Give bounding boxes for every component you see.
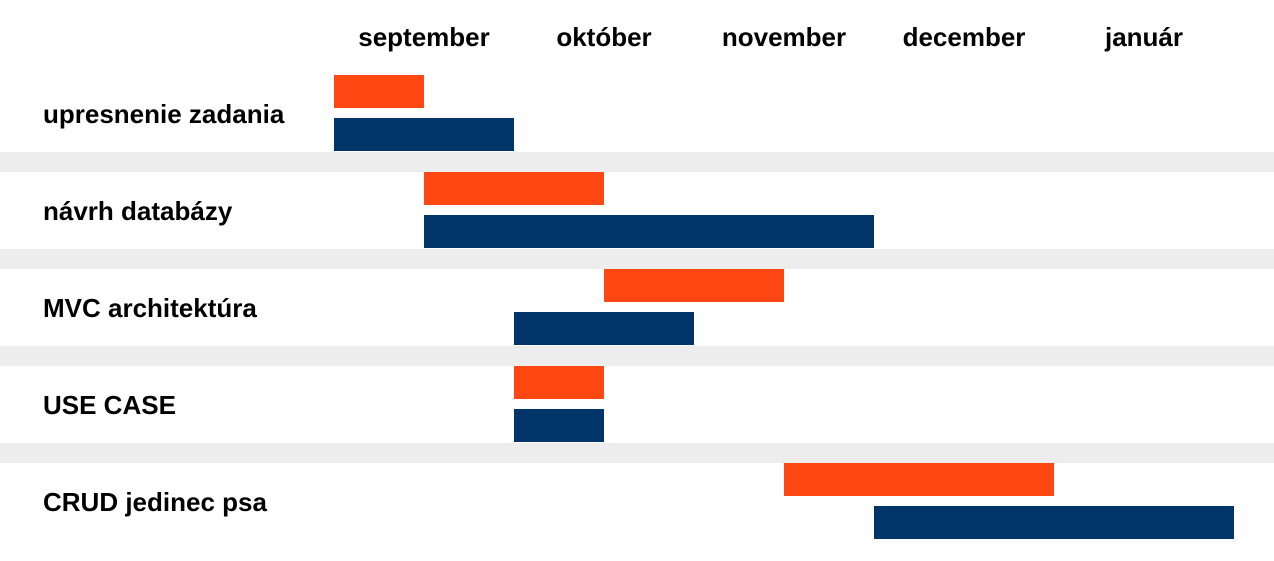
task-bar-secondary [514,312,694,345]
task-bar-primary [514,366,604,399]
month-label: november [722,22,846,52]
task-bar-primary [604,269,784,302]
task-bar-primary [784,463,1054,496]
row-separators [0,152,1274,463]
row-separator [0,249,1274,269]
month-label: október [556,22,651,52]
task-label: MVC architektúra [43,293,257,323]
task-label: návrh databázy [43,196,233,226]
task-bar-secondary [334,118,514,151]
task-label: upresnenie zadania [43,99,285,129]
task-bar-secondary [424,215,874,248]
row-separator [0,152,1274,172]
row-separator [0,346,1274,366]
task-bar-secondary [874,506,1234,539]
month-axis: september október november december január [358,22,1183,52]
month-label: január [1104,22,1183,52]
task-labels: upresnenie zadania návrh databázy MVC arch… [43,99,285,517]
row-separator [0,443,1274,463]
task-label: USE CASE [43,390,176,420]
month-label: december [903,22,1026,52]
task-bars [334,75,1234,539]
task-bar-primary [424,172,604,205]
task-bar-secondary [514,409,604,442]
task-bar-primary [334,75,424,108]
month-label: september [358,22,490,52]
task-label: CRUD jedinec psa [43,487,267,517]
